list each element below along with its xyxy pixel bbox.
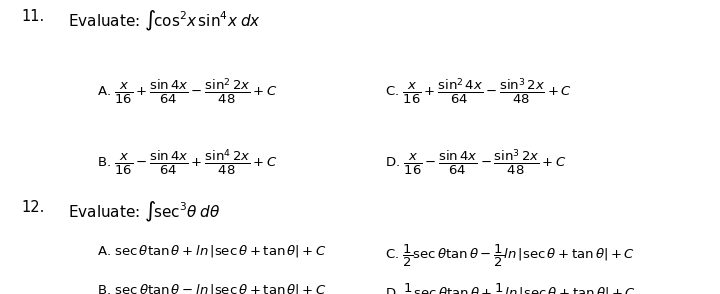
Text: B. $\sec\theta\tan\theta - \mathit{ln}\,|\sec\theta+\tan\theta|+C$: B. $\sec\theta\tan\theta - \mathit{ln}\,… [97,282,327,294]
Text: C. $\dfrac{1}{2}\sec\theta\tan\theta - \dfrac{1}{2}\mathit{ln}\,|\sec\theta+\tan: C. $\dfrac{1}{2}\sec\theta\tan\theta - \… [385,243,635,269]
Text: C. $\dfrac{x}{16}+\dfrac{\sin^2 4x}{64}-\dfrac{\sin^3 2x}{48}+C$: C. $\dfrac{x}{16}+\dfrac{\sin^2 4x}{64}-… [385,76,572,106]
Text: Evaluate: $\int\!\cos^2\!x\,\sin^4\!x\;dx$: Evaluate: $\int\!\cos^2\!x\,\sin^4\!x\;d… [68,9,261,33]
Text: Evaluate: $\int\!\sec^3\!\theta\;d\theta$: Evaluate: $\int\!\sec^3\!\theta\;d\theta… [68,200,221,224]
Text: A. $\sec\theta\tan\theta + \mathit{ln}\,|\sec\theta+\tan\theta|+C$: A. $\sec\theta\tan\theta + \mathit{ln}\,… [97,243,327,258]
Text: D. $\dfrac{1}{2}\sec\theta\tan\theta + \dfrac{1}{2}\mathit{ln}\,|\sec\theta+\tan: D. $\dfrac{1}{2}\sec\theta\tan\theta + \… [385,282,636,294]
Text: A. $\dfrac{x}{16}+\dfrac{\sin 4x}{64}-\dfrac{\sin^2 2x}{48}+C$: A. $\dfrac{x}{16}+\dfrac{\sin 4x}{64}-\d… [97,76,278,106]
Text: 12.: 12. [22,200,45,215]
Text: 11.: 11. [22,9,45,24]
Text: B. $\dfrac{x}{16}-\dfrac{\sin 4x}{64}+\dfrac{\sin^4 2x}{48}+C$: B. $\dfrac{x}{16}-\dfrac{\sin 4x}{64}+\d… [97,147,278,177]
Text: D. $\dfrac{x}{16}-\dfrac{\sin 4x}{64}-\dfrac{\sin^3 2x}{48}+C$: D. $\dfrac{x}{16}-\dfrac{\sin 4x}{64}-\d… [385,147,567,177]
